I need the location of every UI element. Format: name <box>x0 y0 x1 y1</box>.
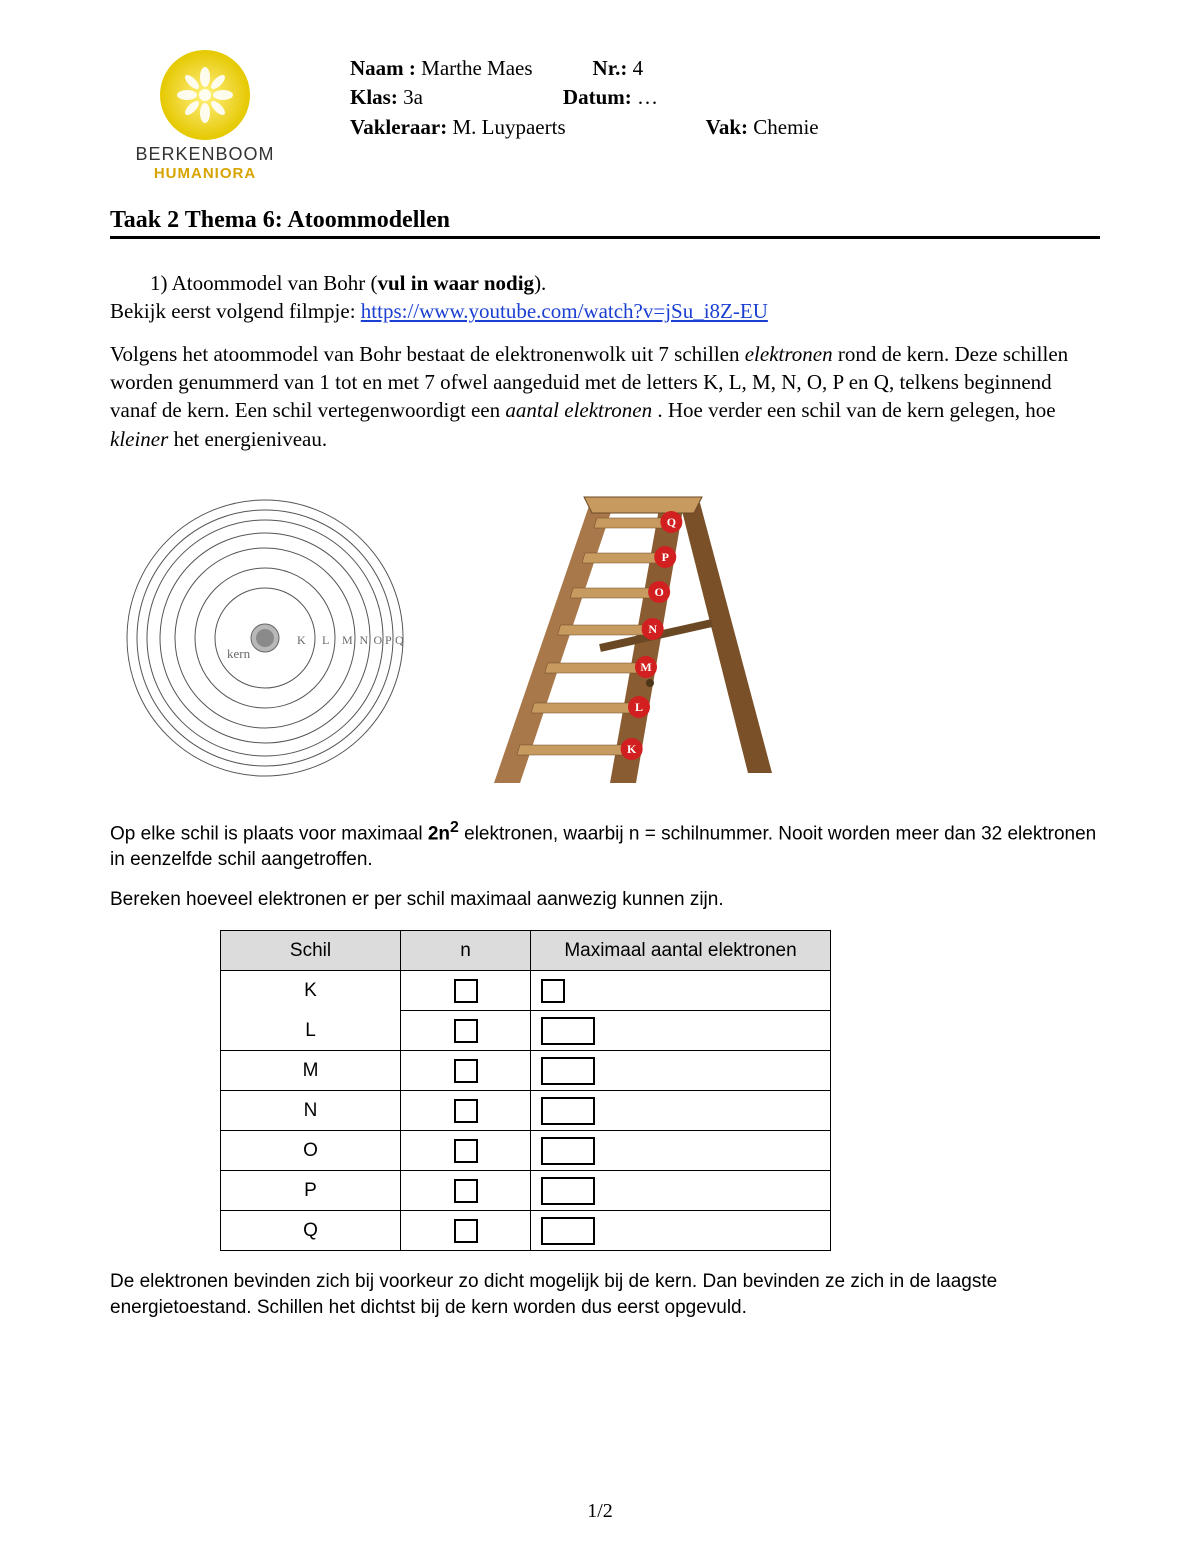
ladder-dot-label: N <box>648 622 657 636</box>
th-n: n <box>401 931 531 971</box>
checkbox-icon[interactable] <box>454 1059 478 1083</box>
th-max: Maximaal aantal elektronen <box>531 931 831 971</box>
para-bohr: Volgens het atoommodel van Bohr bestaat … <box>110 340 1100 453</box>
cell-max[interactable] <box>531 1051 831 1091</box>
table-row: M <box>221 1051 831 1091</box>
doc-header: BERKENBOOM HUMANIORA Naam : Marthe Maes … <box>110 50 1100 182</box>
shell-label: M <box>342 633 353 647</box>
vakleraar-value: M. Luypaerts <box>452 115 565 139</box>
cell-schil: Q <box>221 1211 401 1251</box>
cell-max[interactable] <box>531 1131 831 1171</box>
ladder-dot-label: M <box>640 660 651 674</box>
question-1: 1) Atoommodel van Bohr (vul in waar nodi… <box>150 269 1100 297</box>
vakleraar-label: Vakleraar: <box>350 115 447 139</box>
flower-icon <box>175 65 235 125</box>
cell-max[interactable] <box>531 1171 831 1211</box>
shell-label: K <box>297 633 306 647</box>
shell-label: Q <box>395 633 404 647</box>
cell-max[interactable] <box>531 1211 831 1251</box>
q1-bold: vul in waar nodig <box>377 271 534 295</box>
ladder-dot-label: O <box>654 585 663 599</box>
ladder-dot-label: P <box>662 550 669 564</box>
table-row: P <box>221 1171 831 1211</box>
input-box-icon[interactable] <box>541 1097 595 1125</box>
checkbox-icon[interactable] <box>454 979 478 1003</box>
table-row: Q <box>221 1211 831 1251</box>
cell-n[interactable] <box>401 1051 531 1091</box>
cell-n[interactable] <box>401 1011 531 1051</box>
th-schil: Schil <box>221 931 401 971</box>
datum-label: Datum: <box>563 85 632 109</box>
klas-label: Klas: <box>350 85 398 109</box>
vak-value: Chemie <box>753 115 818 139</box>
logo-circle <box>160 50 250 140</box>
caption-2n2: Op elke schil is plaats voor maximaal 2n… <box>110 817 1100 873</box>
nucleus-label: kern <box>227 646 251 661</box>
table-row: L <box>221 1011 831 1051</box>
table-row: N <box>221 1091 831 1131</box>
cell-n[interactable] <box>401 971 531 1011</box>
table-row: O <box>221 1131 831 1171</box>
cell-max[interactable] <box>531 1011 831 1051</box>
caption-calc: Bereken hoeveel elektronen er per schil … <box>110 887 1100 913</box>
cell-n[interactable] <box>401 1131 531 1171</box>
video-line: Bekijk eerst volgend filmpje: https://ww… <box>110 297 1100 325</box>
nr-value: 4 <box>633 56 644 80</box>
ladder-diagram: Q P O N M L K <box>480 473 800 803</box>
checkbox-icon[interactable] <box>454 1219 478 1243</box>
input-box-icon[interactable] <box>541 1177 595 1205</box>
naam-label: Naam : <box>350 56 416 80</box>
cell-n[interactable] <box>401 1211 531 1251</box>
q1-num: 1) <box>150 271 168 295</box>
input-box-icon[interactable] <box>541 1057 595 1085</box>
ladder-dot-label: L <box>635 700 643 714</box>
logo-text-2: HUMANIORA <box>154 165 256 182</box>
input-box-icon[interactable] <box>541 1017 595 1045</box>
doc-title: Taak 2 Thema 6: Atoommodellen <box>110 207 1100 238</box>
electron-table: Schil n Maximaal aantal elektronen KLMNO… <box>220 930 831 1251</box>
shell-diagram: kern K LMNOPQ <box>110 488 420 788</box>
student-info: Naam : Marthe Maes Nr.: 4 Klas: 3a Datum… <box>350 50 1100 182</box>
datum-value: … <box>637 85 658 109</box>
naam-value: Marthe Maes <box>421 56 532 80</box>
cell-n[interactable] <box>401 1171 531 1211</box>
cell-schil: L <box>221 1011 401 1051</box>
shell-label: N <box>360 633 369 647</box>
checkbox-icon[interactable] <box>454 1179 478 1203</box>
q1-after: ). <box>534 271 546 295</box>
page-number: 1/2 <box>0 1500 1200 1523</box>
cell-n[interactable] <box>401 1091 531 1131</box>
shell-label: O <box>374 633 383 647</box>
table-row: K <box>221 971 831 1011</box>
shell-label: P <box>385 633 392 647</box>
cell-schil: K <box>221 971 401 1011</box>
shell-label: L <box>322 633 329 647</box>
checkbox-icon[interactable] <box>454 1099 478 1123</box>
checkbox-icon[interactable] <box>454 1139 478 1163</box>
nr-label: Nr.: <box>593 56 628 80</box>
input-box-icon[interactable] <box>541 979 565 1003</box>
video-link[interactable]: https://www.youtube.com/watch?v=jSu_i8Z-… <box>361 299 768 323</box>
ladder-dot-label: K <box>627 742 637 756</box>
q1-before: Atoommodel van Bohr ( <box>172 271 378 295</box>
cell-schil: M <box>221 1051 401 1091</box>
vak-label: Vak: <box>706 115 748 139</box>
cell-schil: N <box>221 1091 401 1131</box>
logo-text-1: BERKENBOOM <box>135 144 274 165</box>
title-underline <box>110 238 1100 239</box>
cell-schil: P <box>221 1171 401 1211</box>
input-box-icon[interactable] <box>541 1137 595 1165</box>
school-logo: BERKENBOOM HUMANIORA <box>110 50 300 182</box>
cell-max[interactable] <box>531 971 831 1011</box>
checkbox-icon[interactable] <box>454 1019 478 1043</box>
klas-value: 3a <box>403 85 423 109</box>
ladder-dot-label: Q <box>667 515 676 529</box>
video-intro: Bekijk eerst volgend filmpje: <box>110 299 361 323</box>
input-box-icon[interactable] <box>541 1217 595 1245</box>
cell-max[interactable] <box>531 1091 831 1131</box>
cell-schil: O <box>221 1131 401 1171</box>
para-fill-order: De elektronen bevinden zich bij voorkeur… <box>110 1269 1100 1320</box>
